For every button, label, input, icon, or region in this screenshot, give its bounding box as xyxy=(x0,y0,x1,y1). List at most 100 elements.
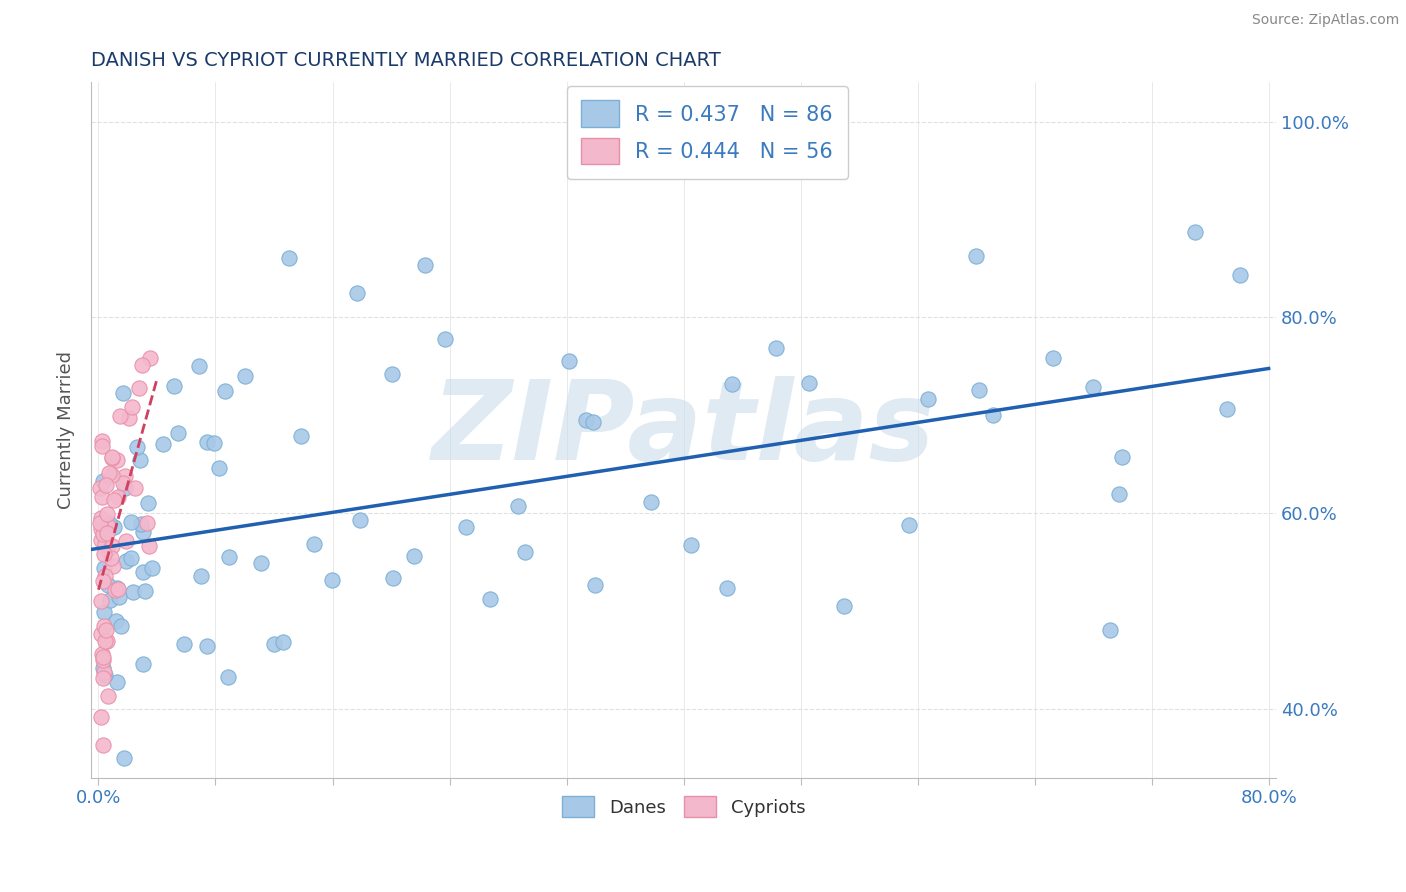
Point xyxy=(90,510,112,524)
Point xyxy=(278,251,301,265)
Point xyxy=(98,593,121,607)
Point xyxy=(716,581,738,595)
Point xyxy=(118,411,141,425)
Point xyxy=(111,476,134,491)
Point xyxy=(1081,380,1104,394)
Point xyxy=(898,517,921,532)
Point xyxy=(107,590,129,604)
Point xyxy=(91,475,114,489)
Point xyxy=(139,351,162,366)
Point xyxy=(125,440,148,454)
Point xyxy=(152,437,174,451)
Point xyxy=(114,481,136,495)
Point xyxy=(965,249,987,263)
Point xyxy=(105,452,128,467)
Point xyxy=(91,527,114,541)
Point xyxy=(110,619,132,633)
Point xyxy=(91,661,114,675)
Point xyxy=(720,376,742,391)
Text: DANISH VS CYPRIOT CURRENTLY MARRIED CORRELATION CHART: DANISH VS CYPRIOT CURRENTLY MARRIED CORR… xyxy=(91,51,721,70)
Point xyxy=(111,386,134,401)
Point xyxy=(1042,351,1064,366)
Point xyxy=(832,599,855,613)
Point xyxy=(349,513,371,527)
Point xyxy=(515,545,537,559)
Point xyxy=(640,495,662,509)
Point xyxy=(103,559,125,574)
Point xyxy=(112,751,135,765)
Point xyxy=(89,481,111,495)
Point xyxy=(190,569,212,583)
Point xyxy=(124,481,146,495)
Point xyxy=(583,578,606,592)
Point xyxy=(302,537,325,551)
Point xyxy=(94,633,117,648)
Point xyxy=(96,477,118,491)
Point xyxy=(93,605,115,619)
Point xyxy=(217,670,239,684)
Point xyxy=(128,381,150,395)
Point xyxy=(121,400,143,414)
Point xyxy=(114,554,136,568)
Point xyxy=(94,668,117,682)
Point xyxy=(202,435,225,450)
Point xyxy=(413,258,436,272)
Point xyxy=(97,519,120,533)
Point xyxy=(575,413,598,427)
Point xyxy=(131,657,153,671)
Y-axis label: Currently Married: Currently Married xyxy=(58,351,75,509)
Point xyxy=(100,450,122,465)
Point xyxy=(96,623,118,637)
Point xyxy=(557,354,579,368)
Point xyxy=(97,516,120,530)
Point xyxy=(90,594,112,608)
Point xyxy=(917,392,939,407)
Point xyxy=(90,627,112,641)
Point xyxy=(454,520,477,534)
Point xyxy=(97,577,120,591)
Point xyxy=(218,550,240,565)
Point xyxy=(434,332,457,346)
Point xyxy=(120,551,142,566)
Point xyxy=(249,557,271,571)
Point xyxy=(479,592,502,607)
Point xyxy=(129,517,152,532)
Point xyxy=(90,647,112,661)
Point xyxy=(101,450,124,465)
Point xyxy=(105,581,128,595)
Point xyxy=(166,426,188,441)
Point xyxy=(90,709,112,723)
Point xyxy=(1108,486,1130,500)
Point xyxy=(122,584,145,599)
Point xyxy=(134,584,156,599)
Point xyxy=(100,551,122,566)
Point xyxy=(132,524,155,539)
Point xyxy=(94,536,117,550)
Point xyxy=(94,568,117,582)
Point xyxy=(321,573,343,587)
Point xyxy=(506,499,529,513)
Point xyxy=(100,539,122,553)
Point xyxy=(107,582,129,597)
Point xyxy=(96,508,118,522)
Point xyxy=(1098,624,1121,638)
Point xyxy=(381,367,404,381)
Point xyxy=(1111,450,1133,464)
Point xyxy=(797,376,820,391)
Point xyxy=(103,493,125,508)
Point xyxy=(89,516,111,530)
Point xyxy=(136,496,159,510)
Point xyxy=(131,358,153,372)
Point xyxy=(1229,268,1251,283)
Point xyxy=(382,571,405,585)
Point xyxy=(346,285,368,300)
Point xyxy=(173,636,195,650)
Point xyxy=(96,633,118,648)
Point xyxy=(89,533,111,547)
Point xyxy=(91,671,114,685)
Point xyxy=(114,468,136,483)
Point xyxy=(163,379,186,393)
Point xyxy=(195,640,218,654)
Point xyxy=(108,409,131,424)
Point xyxy=(93,665,115,679)
